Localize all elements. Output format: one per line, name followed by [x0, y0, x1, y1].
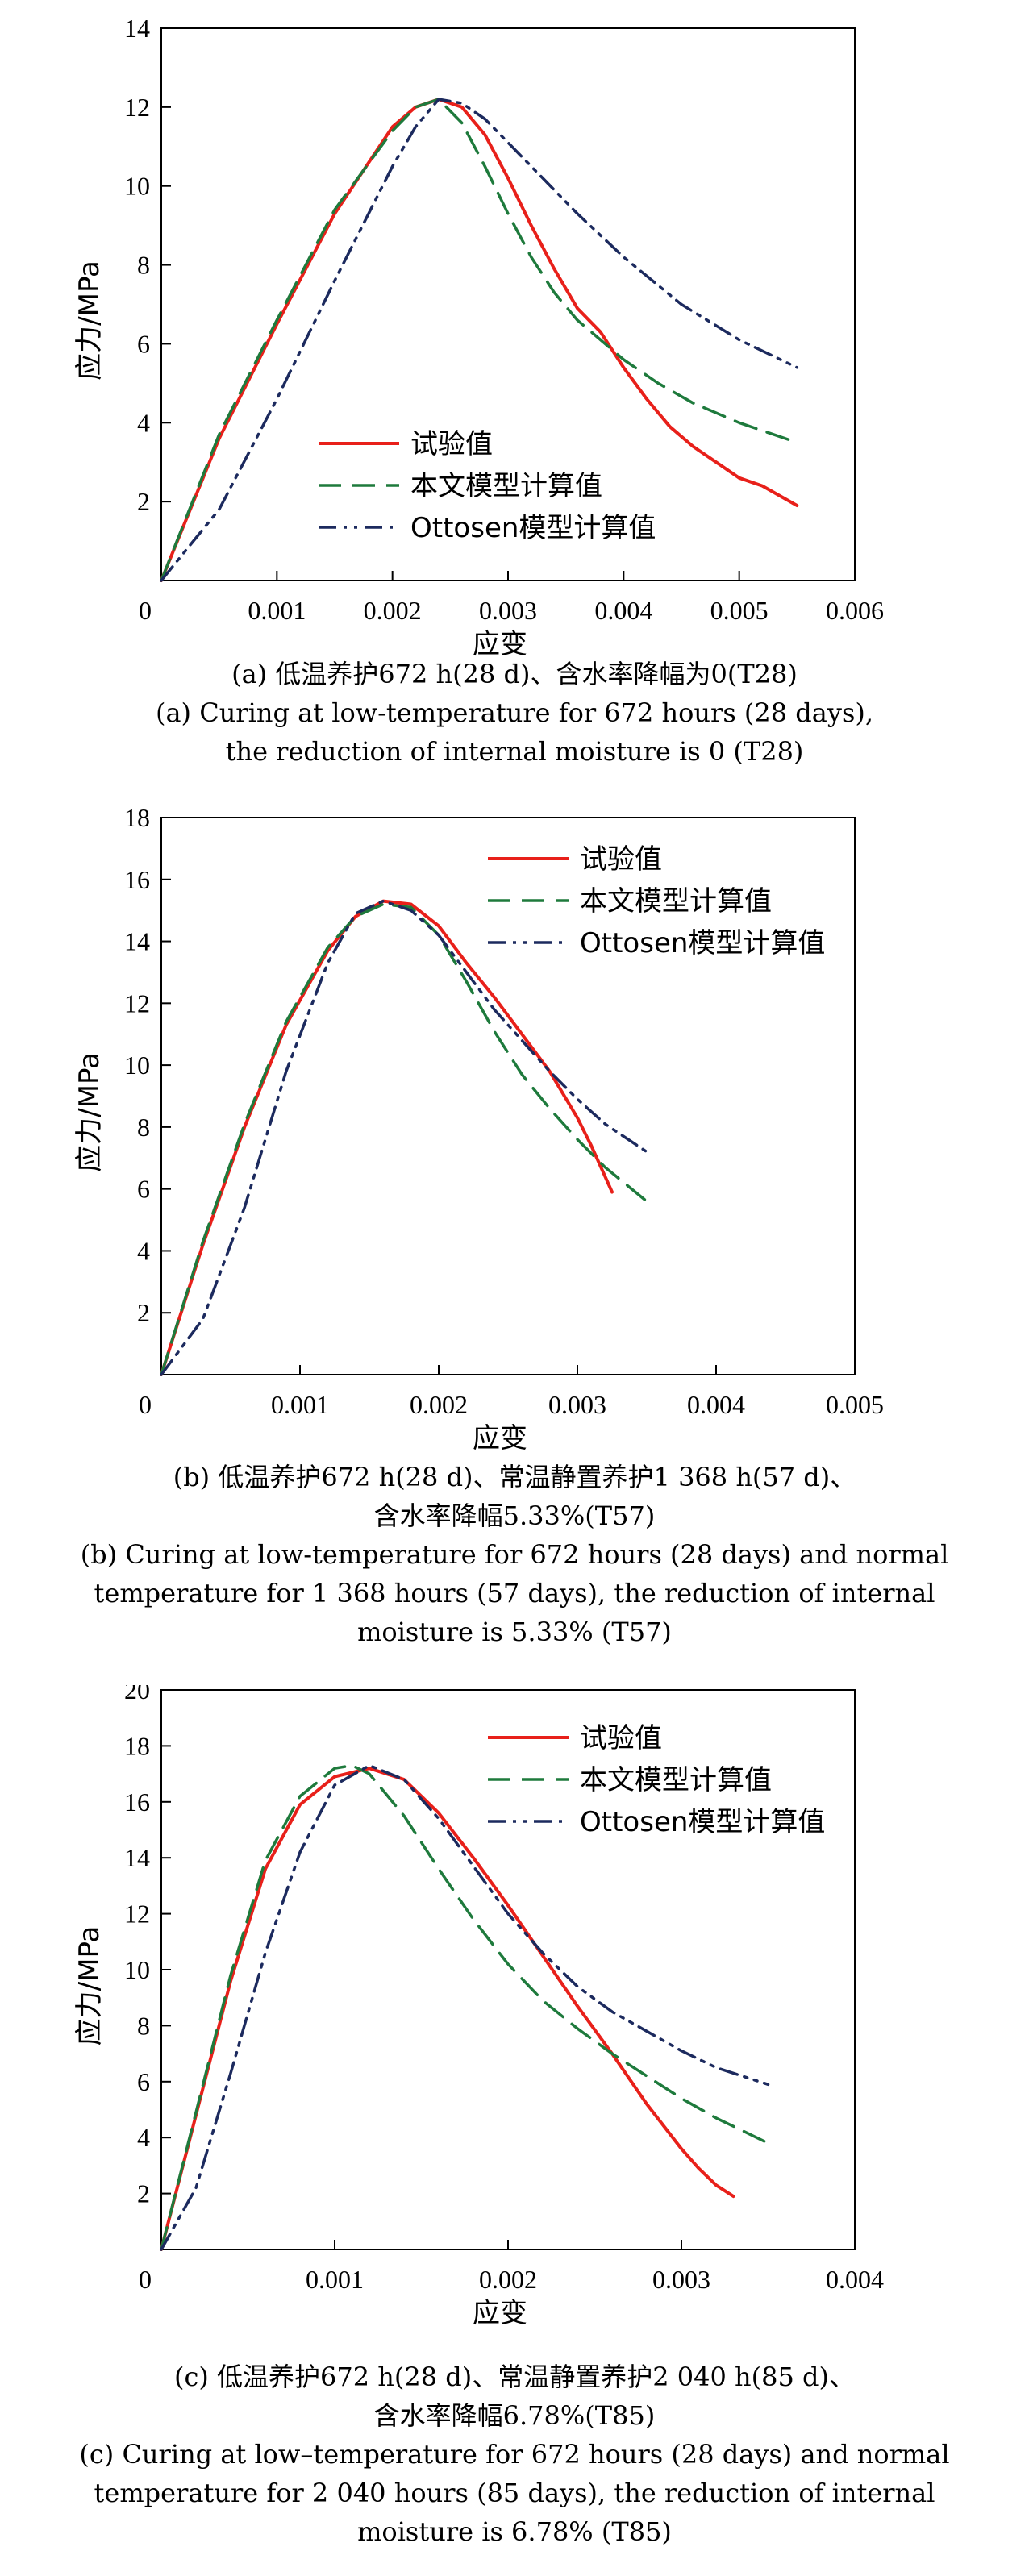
caption-c-line-4: temperature for 2 040 hours (85 days), t… [94, 2478, 935, 2508]
caption-b-line-4: temperature for 1 368 hours (57 days), t… [94, 1578, 935, 1608]
caption-a: (a) 低温养护672 h(28 d)、含水率降幅为0(T28) (a) Cur… [0, 655, 1029, 771]
caption-a-line-3: the reduction of internal moisture is 0 … [225, 736, 804, 767]
chart-b-y-tick-label: 18 [124, 806, 150, 832]
chart-a-y-tick-label: 14 [124, 14, 150, 43]
chart-b-y-tick-label: 2 [137, 1298, 150, 1327]
chart-b-x-tick-label: 0.003 [548, 1390, 606, 1419]
chart-c-svg: 0 0.001 0.002 0.003 0.004 2 4 6 8 10 12 14 16 18 20 应变 应… [73, 1685, 884, 2329]
chart-c-x-tick-label: 0.002 [479, 2265, 537, 2294]
chart-a-series-line-2 [160, 98, 799, 582]
chart-a-y-tick-label: 4 [137, 408, 150, 437]
chart-c-legend-label-3: Ottosen模型计算值 [580, 1806, 825, 1838]
chart-a-x-tick-label: 0.004 [594, 596, 652, 625]
caption-c-line-3: (c) Curing at low–temperature for 672 ho… [79, 2439, 950, 2470]
chart-b-y-tick-label: 12 [124, 988, 150, 1017]
chart-c-x-tick-label: 0.003 [652, 2265, 710, 2294]
chart-a-x-tick-label: 0.002 [364, 596, 422, 625]
chart-c-x-axis-label: 应变 [473, 2297, 527, 2329]
chart-c-legend-label-2: 本文模型计算值 [580, 1764, 772, 1796]
chart-b-svg: 0 0.001 0.002 0.003 0.004 0.005 2 4 6 8 10 12 14 16 18… [73, 806, 884, 1454]
caption-a-line-2: (a) Curing at low-temperature for 672 ho… [155, 697, 874, 728]
chart-a-x-tick-label: 0.006 [826, 596, 884, 625]
chart-a-y-tick-label: 8 [137, 251, 150, 280]
chart-b-plot-frame [160, 817, 856, 1375]
chart-b-y-tick-label: 10 [124, 1051, 150, 1080]
chart-a-y-axis-label: 应力/MPa [73, 260, 106, 381]
chart-a-x-tick-label: 0.005 [710, 596, 769, 625]
chart-a-x-axis-label: 应变 [473, 628, 527, 660]
caption-c-line-2: 含水率降幅6.78%(T85) [373, 2400, 656, 2431]
chart-a-y-tick-label: 2 [137, 487, 150, 516]
chart-c-y-tick-label: 10 [124, 1955, 150, 1984]
chart-b-legend-label-3: Ottosen模型计算值 [580, 927, 825, 959]
caption-c: (c) 低温养护672 h(28 d)、常温静置养护2 040 h(85 d)、… [0, 2358, 1029, 2551]
chart-b-legend-label-2: 本文模型计算值 [580, 885, 772, 918]
chart-c-y-tick-label: 12 [124, 1900, 150, 1929]
chart-a-legend-label-2: 本文模型计算值 [410, 470, 602, 502]
chart-a-legend-label-1: 试验值 [410, 428, 493, 460]
chart-a-x-tick-label: 0 [139, 596, 152, 625]
chart-c-y-axis-label: 应力/MPa [73, 1926, 106, 2046]
chart-c-legend-label-1: 试验值 [580, 1722, 662, 1754]
chart-b-y-tick-label: 8 [137, 1113, 150, 1142]
caption-a-line-1: (a) 低温养护672 h(28 d)、含水率降幅为0(T28) [231, 659, 798, 689]
chart-c-y-tick-label: 6 [137, 2067, 150, 2096]
chart-b-y-tick-label: 6 [137, 1175, 150, 1204]
caption-b-line-3: (b) Curing at low-temperature for 672 ho… [80, 1539, 949, 1570]
chart-b-series-line-2 [160, 902, 648, 1376]
chart-c-y-tick-label: 2 [137, 2179, 150, 2208]
chart-a-series-line-3 [160, 98, 799, 582]
chart-a-y-tick-label: 6 [137, 329, 150, 358]
caption-b: (b) 低温养护672 h(28 d)、常温静置养护1 368 h(57 d)、… [0, 1458, 1029, 1651]
chart-c-x-tick-label: 0.001 [306, 2265, 364, 2294]
chart-b-series-line-3 [160, 899, 648, 1376]
chart-b-legend-label-1: 试验值 [580, 843, 662, 876]
chart-a-x-tick-label: 0.003 [479, 596, 537, 625]
chart-c-series-line-2 [160, 1763, 770, 2251]
chart-b-y-axis-label: 应力/MPa [73, 1052, 106, 1172]
chart-b-x-tick-label: 0.004 [687, 1390, 745, 1419]
chart-c-x-tick-label: 0 [139, 2265, 152, 2294]
chart-c-y-tick-label: 14 [124, 1843, 150, 1872]
caption-b-line-1: (b) 低温养护672 h(28 d)、常温静置养护1 368 h(57 d)、 [173, 1462, 856, 1492]
chart-c-y-tick-label: 18 [124, 1731, 150, 1760]
chart-c-y-tick-label: 4 [137, 2123, 150, 2152]
chart-b-x-tick-label: 0.005 [826, 1390, 884, 1419]
chart-a-svg: 0 0.001 0.002 0.003 0.004 0.005 0.006 2 4 6 8 10 12 1… [73, 14, 884, 660]
caption-c-line-1: (c) 低温养护672 h(28 d)、常温静置养护2 040 h(85 d)、 [173, 2362, 855, 2392]
chart-c-x-tick-label: 0.004 [826, 2265, 884, 2294]
chart-b-x-tick-label: 0.001 [271, 1390, 329, 1419]
chart-a-y-tick-label: 10 [124, 172, 150, 201]
chart-b-y-tick-label: 16 [124, 865, 150, 894]
chart-c-series-line-1 [160, 1767, 735, 2251]
chart-a-series-line-1 [160, 98, 799, 582]
caption-b-line-5: moisture is 5.33% (T57) [357, 1617, 672, 1647]
chart-c-series-line-3 [160, 1763, 770, 2251]
chart-c-y-tick-label: 16 [124, 1787, 150, 1817]
chart-b-series-line-1 [160, 899, 614, 1376]
chart-c-y-tick-label: 20 [124, 1685, 150, 1704]
chart-b-x-tick-label: 0 [139, 1390, 152, 1419]
chart-b-y-tick-label: 14 [124, 927, 150, 956]
chart-a-legend-label-3: Ottosen模型计算值 [410, 512, 656, 544]
caption-c-line-5: moisture is 6.78% (T85) [357, 2516, 672, 2547]
chart-panel-a: 0 0.001 0.002 0.003 0.004 0.005 0.006 2 4 6 8 10 12 1… [0, 0, 1029, 806]
chart-a-x-tick-label: 0.001 [248, 596, 306, 625]
chart-b-x-axis-label: 应变 [473, 1422, 527, 1454]
chart-b-y-tick-label: 4 [137, 1236, 150, 1265]
caption-b-line-2: 含水率降幅5.33%(T57) [373, 1500, 656, 1531]
chart-b-x-tick-label: 0.002 [410, 1390, 468, 1419]
chart-panel-b: 0 0.001 0.002 0.003 0.004 0.005 2 4 6 8 10 12 14 16 18… [0, 806, 1029, 1685]
chart-panel-c: 0 0.001 0.002 0.003 0.004 2 4 6 8 10 12 14 16 18 20 应变 应… [0, 1685, 1029, 2576]
chart-c-y-tick-label: 8 [137, 2011, 150, 2040]
chart-a-y-tick-label: 12 [124, 93, 150, 122]
